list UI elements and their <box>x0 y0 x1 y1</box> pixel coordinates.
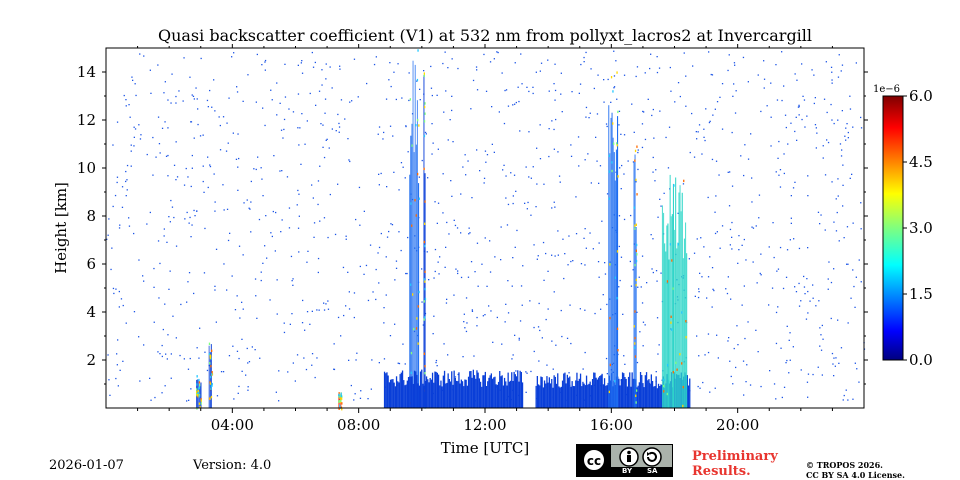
cc-by-label: BY <box>622 467 633 475</box>
x-axis: 04:00 08:00 12:00 16:00 20:00 <box>137 44 833 434</box>
y-tick-label: 6 <box>86 255 96 273</box>
cc-badge-bar: BY SA <box>611 467 672 476</box>
preliminary-line-1: Preliminary <box>692 449 778 464</box>
colorbar-ticks: 0.0 1.5 3.0 4.5 6.0 <box>903 87 933 369</box>
colorbar-tick-label: 0.0 <box>909 351 933 369</box>
x-tick-label: 20:00 <box>716 416 759 434</box>
feature-high-level-streaks <box>661 174 688 408</box>
cc-icon: cc <box>577 445 611 476</box>
chart-title: Quasi backscatter coefficient (V1) at 53… <box>158 26 812 45</box>
preliminary-line-2: Results. <box>692 464 751 479</box>
feature-isolated-return <box>208 342 214 408</box>
feature-main-cloud-column <box>409 49 420 409</box>
cc-license-badge[interactable]: cc BY SA <box>576 444 673 477</box>
footer-version: Version: 4.0 <box>193 458 272 473</box>
x-tick-label: 04:00 <box>211 416 254 434</box>
y-tick-label: 2 <box>86 351 96 369</box>
plot-area <box>106 49 866 411</box>
colorbar <box>882 95 904 361</box>
y-tick-label: 4 <box>86 303 96 321</box>
feature-afternoon-cloud-column <box>608 71 619 409</box>
svg-text:cc: cc <box>587 454 601 468</box>
copyright-notice: © TROPOS 2026. CC BY SA 4.0 License. <box>806 460 905 480</box>
y-tick-label: 8 <box>86 207 96 225</box>
y-tick-label: 10 <box>77 159 96 177</box>
preliminary-notice: Preliminary Results. <box>692 449 778 479</box>
feature-low-aerosol-spike <box>196 375 202 410</box>
colorbar-tick-label: 1.5 <box>909 285 933 303</box>
x-tick-label: 16:00 <box>590 416 633 434</box>
footer-date: 2026-01-07 <box>49 458 124 473</box>
y-axis-label: Height [km] <box>52 182 70 274</box>
y-tick-label: 12 <box>77 111 96 129</box>
plot-frame <box>105 47 865 409</box>
colorbar-tick-label: 6.0 <box>909 87 933 105</box>
y-tick-label: 14 <box>77 63 96 81</box>
colorbar-exponent: 1e−6 <box>873 84 900 95</box>
x-axis-label: Time [UTC] <box>441 439 530 457</box>
y-axis: 2 4 6 8 10 12 14 <box>77 63 868 385</box>
copyright-line-1: © TROPOS 2026. <box>806 460 883 470</box>
cc-sa-label: SA <box>647 467 658 475</box>
x-tick-label: 12:00 <box>463 416 506 434</box>
feature-boundary-layer-morning- <box>383 369 524 408</box>
colorbar-tick-label: 4.5 <box>909 153 933 171</box>
noise-speckle <box>106 50 866 402</box>
copyright-line-2: CC BY SA 4.0 License. <box>806 470 905 480</box>
feature-secondary-column <box>423 72 427 409</box>
feature-afternoon-cloud-column-2 <box>633 145 638 408</box>
colorbar-tick-label: 3.0 <box>909 219 933 237</box>
x-tick-label: 08:00 <box>337 416 380 434</box>
